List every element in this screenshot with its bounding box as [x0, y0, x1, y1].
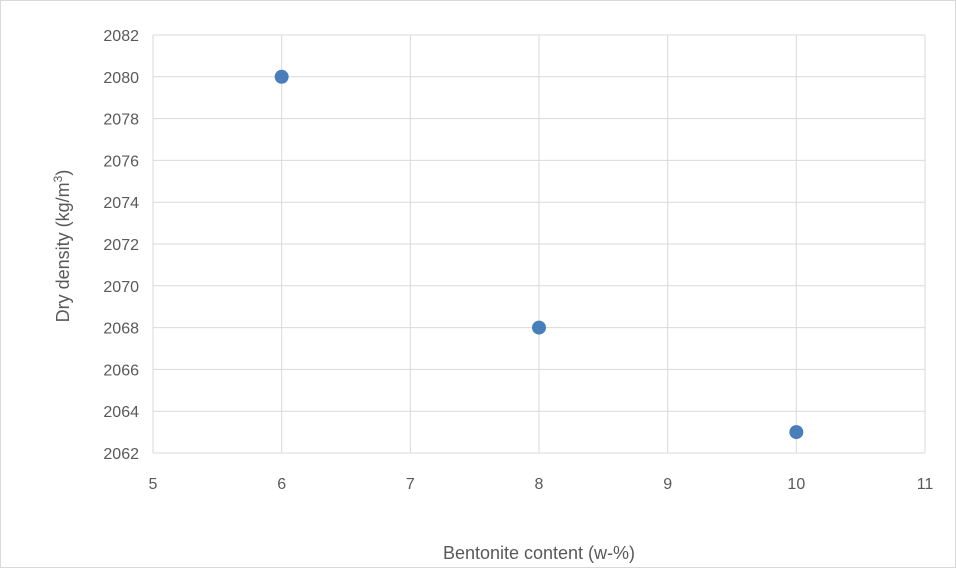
data-point: [274, 69, 289, 84]
y-tick-label: 2066: [103, 362, 139, 379]
data-points: [274, 69, 804, 440]
y-tick-label: 2078: [103, 112, 139, 129]
x-axis-title: Bentonite content (w-%): [443, 543, 635, 563]
data-point: [789, 425, 804, 440]
y-axis-title-close: ): [53, 170, 73, 176]
x-tick-label: 10: [787, 476, 805, 493]
x-tick-label: 6: [277, 476, 286, 493]
y-tick-label: 2070: [103, 279, 139, 296]
y-tick-label: 2072: [103, 237, 139, 254]
grid: [152, 34, 926, 454]
y-tick-label: 2082: [103, 28, 139, 45]
data-point: [532, 320, 546, 335]
x-tick-label: 5: [149, 476, 158, 493]
y-tick-label: 2068: [103, 321, 139, 338]
y-tick-label: 2062: [103, 446, 139, 463]
y-axis-title: Dry density (kg/m3): [51, 170, 73, 323]
y-axis-title-main: Dry density (kg/m: [53, 182, 73, 322]
y-axis-ticks: 2062 2064 2066 2068 2070 2072 2074 2076 2078 2080…: [103, 28, 139, 463]
y-tick-label: 2074: [103, 195, 139, 212]
y-tick-label: 2076: [103, 153, 139, 170]
x-tick-label: 7: [406, 476, 415, 493]
x-tick-label: 11: [917, 476, 934, 493]
x-axis-ticks: 5 6 7 8 9 10 11: [149, 476, 934, 493]
y-axis-title-sup: 3: [51, 175, 65, 182]
x-tick-label: 8: [535, 476, 544, 493]
x-tick-label: 9: [663, 476, 672, 493]
y-tick-label: 2064: [103, 404, 139, 421]
y-tick-label: 2080: [103, 70, 139, 87]
